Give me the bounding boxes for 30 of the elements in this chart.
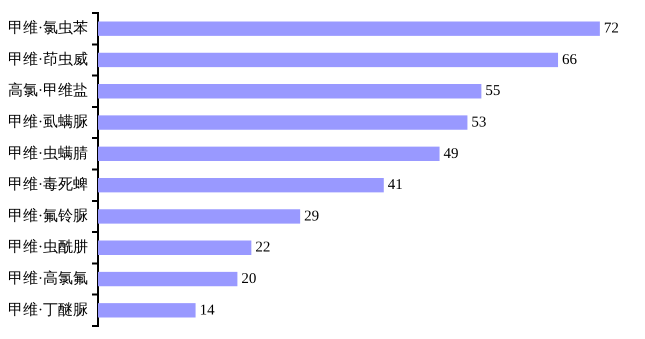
data-label: 53 (471, 114, 486, 130)
data-label: 41 (388, 177, 403, 194)
y-tick-label: 甲维·氯虫苯 (8, 20, 88, 37)
y-tick-label: 甲维·虫酰肼 (8, 238, 88, 256)
data-label: 72 (604, 20, 619, 37)
y-tick-label: 甲维·毒死蜱 (8, 176, 88, 194)
bar (98, 178, 384, 192)
y-tick-label: 甲维·茚虫威 (8, 50, 88, 68)
y-tick-label: 甲维·高氯氟 (8, 270, 88, 287)
bar (98, 84, 482, 98)
data-label: 49 (444, 146, 459, 162)
bar (98, 21, 600, 36)
data-label: 29 (304, 208, 320, 224)
bar (98, 146, 440, 162)
y-tick-label: 甲维·虱螨脲 (8, 113, 88, 130)
bar (98, 115, 468, 130)
data-label: 66 (562, 52, 578, 68)
y-tick-label: 高氯·甲维盐 (8, 82, 88, 100)
bar (98, 272, 238, 286)
y-tick-label: 甲维·虫螨腈 (8, 144, 88, 162)
bar (98, 52, 558, 68)
bar (98, 209, 300, 224)
data-label: 14 (200, 302, 216, 318)
bar (98, 240, 252, 255)
data-label: 22 (255, 240, 270, 256)
data-label: 20 (241, 270, 256, 287)
data-label: 55 (485, 83, 500, 100)
bar (98, 303, 196, 318)
y-tick-label: 甲维·丁醚脲 (8, 301, 88, 318)
y-tick-label: 甲维·氟铃脲 (8, 207, 88, 224)
